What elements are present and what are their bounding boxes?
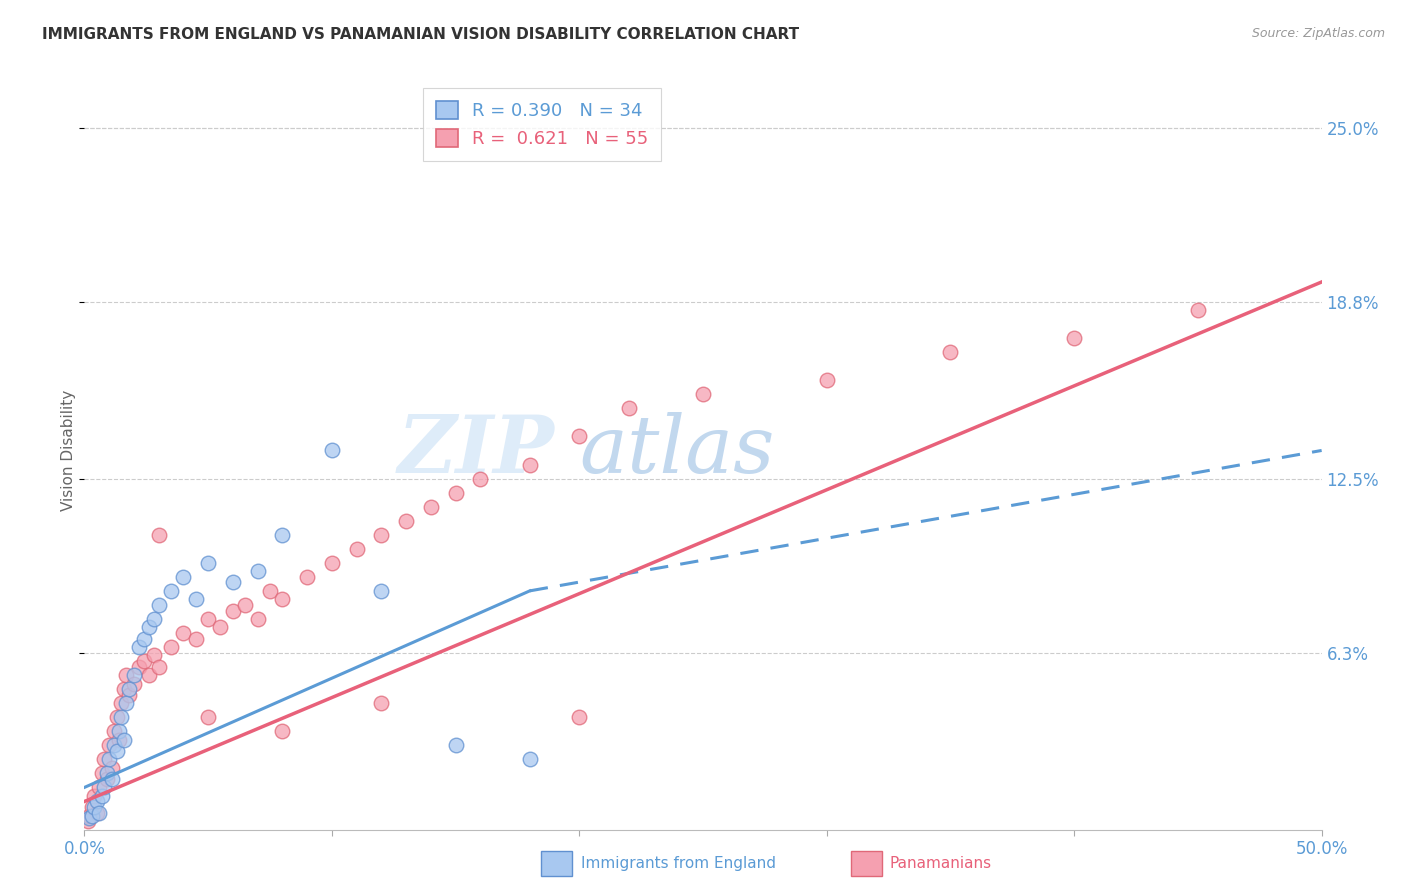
Point <box>444 485 467 500</box>
Point <box>148 659 170 673</box>
Point <box>115 696 138 710</box>
Point <box>90 766 112 780</box>
Point <box>233 598 256 612</box>
Point <box>100 761 122 775</box>
Point <box>122 668 145 682</box>
Point <box>321 443 343 458</box>
Point <box>197 556 219 570</box>
Point <box>96 766 118 780</box>
Text: Panamanians: Panamanians <box>890 856 993 871</box>
Point <box>79 811 101 825</box>
Point <box>246 612 269 626</box>
Point <box>370 696 392 710</box>
Point <box>246 564 269 578</box>
Point <box>80 800 103 814</box>
Point <box>519 458 541 472</box>
Text: atlas: atlas <box>579 412 775 489</box>
Point <box>197 710 219 724</box>
Point <box>519 752 541 766</box>
Point <box>172 626 194 640</box>
Point <box>118 688 141 702</box>
Point <box>112 682 135 697</box>
Point <box>93 780 115 795</box>
Point <box>568 710 591 724</box>
Point <box>118 682 141 697</box>
Point <box>138 620 160 634</box>
Point <box>142 612 165 626</box>
Point <box>160 640 183 654</box>
Point <box>321 556 343 570</box>
Point <box>172 570 194 584</box>
Point <box>89 780 111 795</box>
Point <box>222 603 245 617</box>
Point <box>83 800 105 814</box>
Point <box>222 575 245 590</box>
Point <box>132 654 155 668</box>
Point <box>98 739 121 753</box>
Point <box>271 592 294 607</box>
Point <box>103 724 125 739</box>
Point <box>209 620 232 634</box>
Point <box>96 772 118 786</box>
Point <box>86 805 108 820</box>
Point <box>98 752 121 766</box>
Point <box>148 527 170 541</box>
Point <box>83 789 105 803</box>
Point <box>197 612 219 626</box>
Point <box>815 373 838 387</box>
Point <box>271 527 294 541</box>
Point <box>128 659 150 673</box>
Point <box>259 583 281 598</box>
Y-axis label: Vision Disability: Vision Disability <box>60 390 76 511</box>
Point <box>692 387 714 401</box>
Point <box>128 640 150 654</box>
Legend: R = 0.390   N = 34, R =  0.621   N = 55: R = 0.390 N = 34, R = 0.621 N = 55 <box>423 88 661 161</box>
Point <box>79 808 101 822</box>
Point <box>470 471 492 485</box>
Text: Immigrants from England: Immigrants from England <box>581 856 776 871</box>
Point <box>77 814 100 829</box>
Point <box>108 724 131 739</box>
Point <box>395 514 418 528</box>
Point <box>100 772 122 786</box>
Point <box>142 648 165 663</box>
Point <box>160 583 183 598</box>
Point <box>138 668 160 682</box>
Point <box>148 598 170 612</box>
Point <box>617 401 640 416</box>
Point <box>122 676 145 690</box>
Point <box>1187 303 1209 318</box>
Point <box>370 583 392 598</box>
Point <box>184 592 207 607</box>
Point <box>939 345 962 359</box>
Point <box>108 732 131 747</box>
Text: Source: ZipAtlas.com: Source: ZipAtlas.com <box>1251 27 1385 40</box>
Point <box>110 696 132 710</box>
Point <box>370 527 392 541</box>
Point <box>1063 331 1085 345</box>
Point <box>444 739 467 753</box>
Text: IMMIGRANTS FROM ENGLAND VS PANAMANIAN VISION DISABILITY CORRELATION CHART: IMMIGRANTS FROM ENGLAND VS PANAMANIAN VI… <box>42 27 799 42</box>
Point <box>103 739 125 753</box>
Point <box>271 724 294 739</box>
Point <box>132 632 155 646</box>
Point <box>105 744 128 758</box>
Point <box>105 710 128 724</box>
Point <box>112 732 135 747</box>
Point <box>184 632 207 646</box>
Point <box>568 429 591 443</box>
Text: ZIP: ZIP <box>398 412 554 489</box>
Point <box>346 541 368 556</box>
Point <box>110 710 132 724</box>
Point <box>115 668 138 682</box>
Point <box>86 795 108 809</box>
Point <box>90 789 112 803</box>
Point <box>295 570 318 584</box>
Point <box>419 500 441 514</box>
Point <box>89 805 111 820</box>
Point <box>80 808 103 822</box>
Point <box>93 752 115 766</box>
